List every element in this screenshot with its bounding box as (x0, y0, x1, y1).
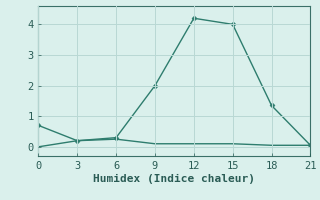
X-axis label: Humidex (Indice chaleur): Humidex (Indice chaleur) (93, 174, 255, 184)
